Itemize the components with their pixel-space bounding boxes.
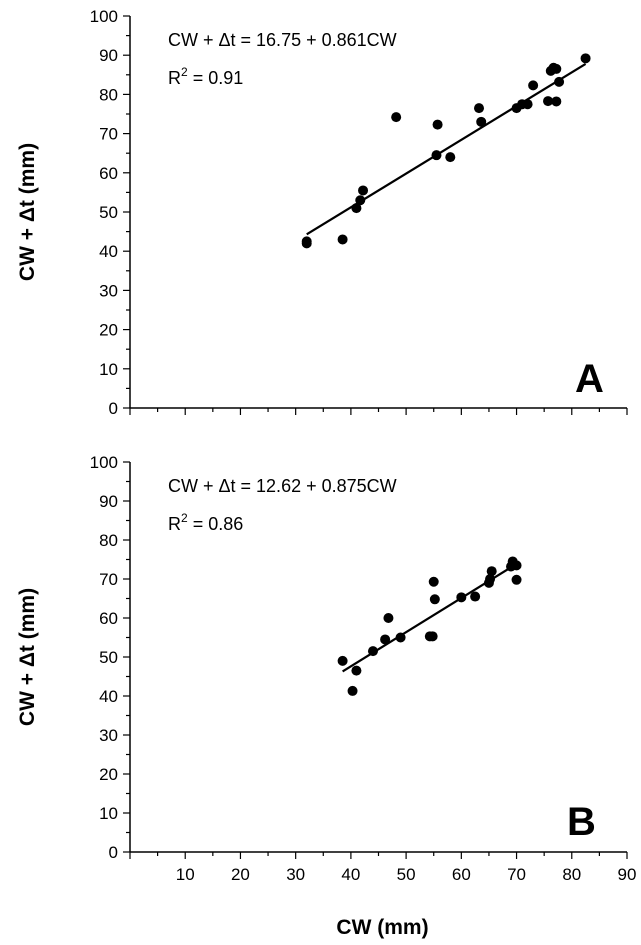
data-point <box>580 53 591 64</box>
y-tick-label: 50 <box>99 648 118 667</box>
data-point <box>383 613 394 623</box>
data-point <box>476 116 487 127</box>
y-tick-label: 0 <box>109 843 118 862</box>
r-squared-symbol: R <box>168 68 181 88</box>
panel-a: 0 10 20 30 40 50 60 70 80 90 100 CW + Δt = 16.75 + … <box>16 7 628 418</box>
data-point <box>431 150 442 161</box>
data-point <box>358 185 369 196</box>
x-axis-title: CW (mm) <box>336 916 428 939</box>
r-squared-label: R2 = 0.91 <box>168 65 243 88</box>
data-point <box>456 592 467 603</box>
r-squared-value: = 0.86 <box>188 514 244 534</box>
x-tick-label: 10 <box>176 865 195 884</box>
r-squared-exponent: 2 <box>181 65 188 79</box>
data-point <box>367 646 378 657</box>
data-point <box>528 80 539 91</box>
data-point <box>351 665 362 676</box>
r-squared-symbol: R <box>168 514 181 534</box>
x-tick-label: 80 <box>562 865 581 884</box>
y-tick-label: 60 <box>99 164 118 183</box>
x-tick-label: 90 <box>618 865 637 884</box>
data-point <box>511 574 522 585</box>
data-point <box>551 96 562 107</box>
data-point <box>432 119 443 130</box>
y-tick-label: 20 <box>99 765 118 784</box>
x-tick-label: 30 <box>286 865 305 884</box>
data-point <box>427 631 438 642</box>
panel-b: 0 10 20 30 40 50 60 70 80 90 100 10 20 30 40 50 60 70 80 90… <box>16 453 636 939</box>
data-point <box>511 560 522 571</box>
r-squared-exponent: 2 <box>181 511 188 525</box>
data-point <box>347 685 358 696</box>
y-tick-label: 30 <box>99 726 118 745</box>
x-tick-label: 20 <box>231 865 250 884</box>
data-point <box>486 566 497 577</box>
data-point <box>522 99 533 110</box>
y-tick-label: 40 <box>99 242 118 261</box>
x-tick-label: 40 <box>341 865 360 884</box>
data-point <box>380 634 391 645</box>
data-point <box>485 574 496 584</box>
y-tick-label: 60 <box>99 609 118 628</box>
y-tick-label: 70 <box>99 570 118 589</box>
data-point <box>428 576 439 587</box>
data-point <box>301 236 312 247</box>
y-tick-label: 100 <box>90 7 118 26</box>
x-tick-label: 70 <box>507 865 526 884</box>
data-point <box>543 96 554 107</box>
panel-letter: B <box>567 800 596 844</box>
data-point <box>445 152 456 163</box>
r-squared-label: R2 = 0.86 <box>168 511 243 534</box>
y-tick-label: 80 <box>99 85 118 104</box>
y-tick-label: 90 <box>99 492 118 511</box>
regression-equation: CW + Δt = 16.75 + 0.861CW <box>168 30 397 50</box>
y-axis-title: CW + Δt (mm) <box>16 143 39 281</box>
regression-equation: CW + Δt = 12.62 + 0.875CW <box>168 476 397 496</box>
data-point <box>337 655 348 666</box>
data-point <box>391 112 402 123</box>
data-point <box>551 63 562 74</box>
x-tick-label: 50 <box>397 865 416 884</box>
data-point <box>337 234 348 245</box>
data-point <box>355 195 366 206</box>
data-point <box>474 103 485 114</box>
y-tick-label: 10 <box>99 360 118 379</box>
y-axis-title: CW + Δt (mm) <box>16 588 39 726</box>
y-tick-label: 40 <box>99 687 118 706</box>
data-point <box>470 591 481 602</box>
y-tick-label: 80 <box>99 531 118 550</box>
y-tick-label: 20 <box>99 321 118 340</box>
data-point <box>429 594 440 605</box>
y-tick-label: 10 <box>99 804 118 823</box>
y-tick-label: 100 <box>90 453 118 472</box>
y-tick-label: 70 <box>99 125 118 144</box>
panel-letter: A <box>575 357 604 401</box>
y-tick-label: 90 <box>99 46 118 65</box>
data-point <box>554 76 565 87</box>
y-tick-label: 50 <box>99 203 118 222</box>
r-squared-value: = 0.91 <box>188 68 244 88</box>
x-tick-label: 60 <box>452 865 471 884</box>
data-point <box>395 632 406 643</box>
y-tick-label: 30 <box>99 281 118 300</box>
y-tick-label: 0 <box>109 399 118 418</box>
data-point <box>351 203 362 214</box>
regression-line <box>306 62 587 236</box>
